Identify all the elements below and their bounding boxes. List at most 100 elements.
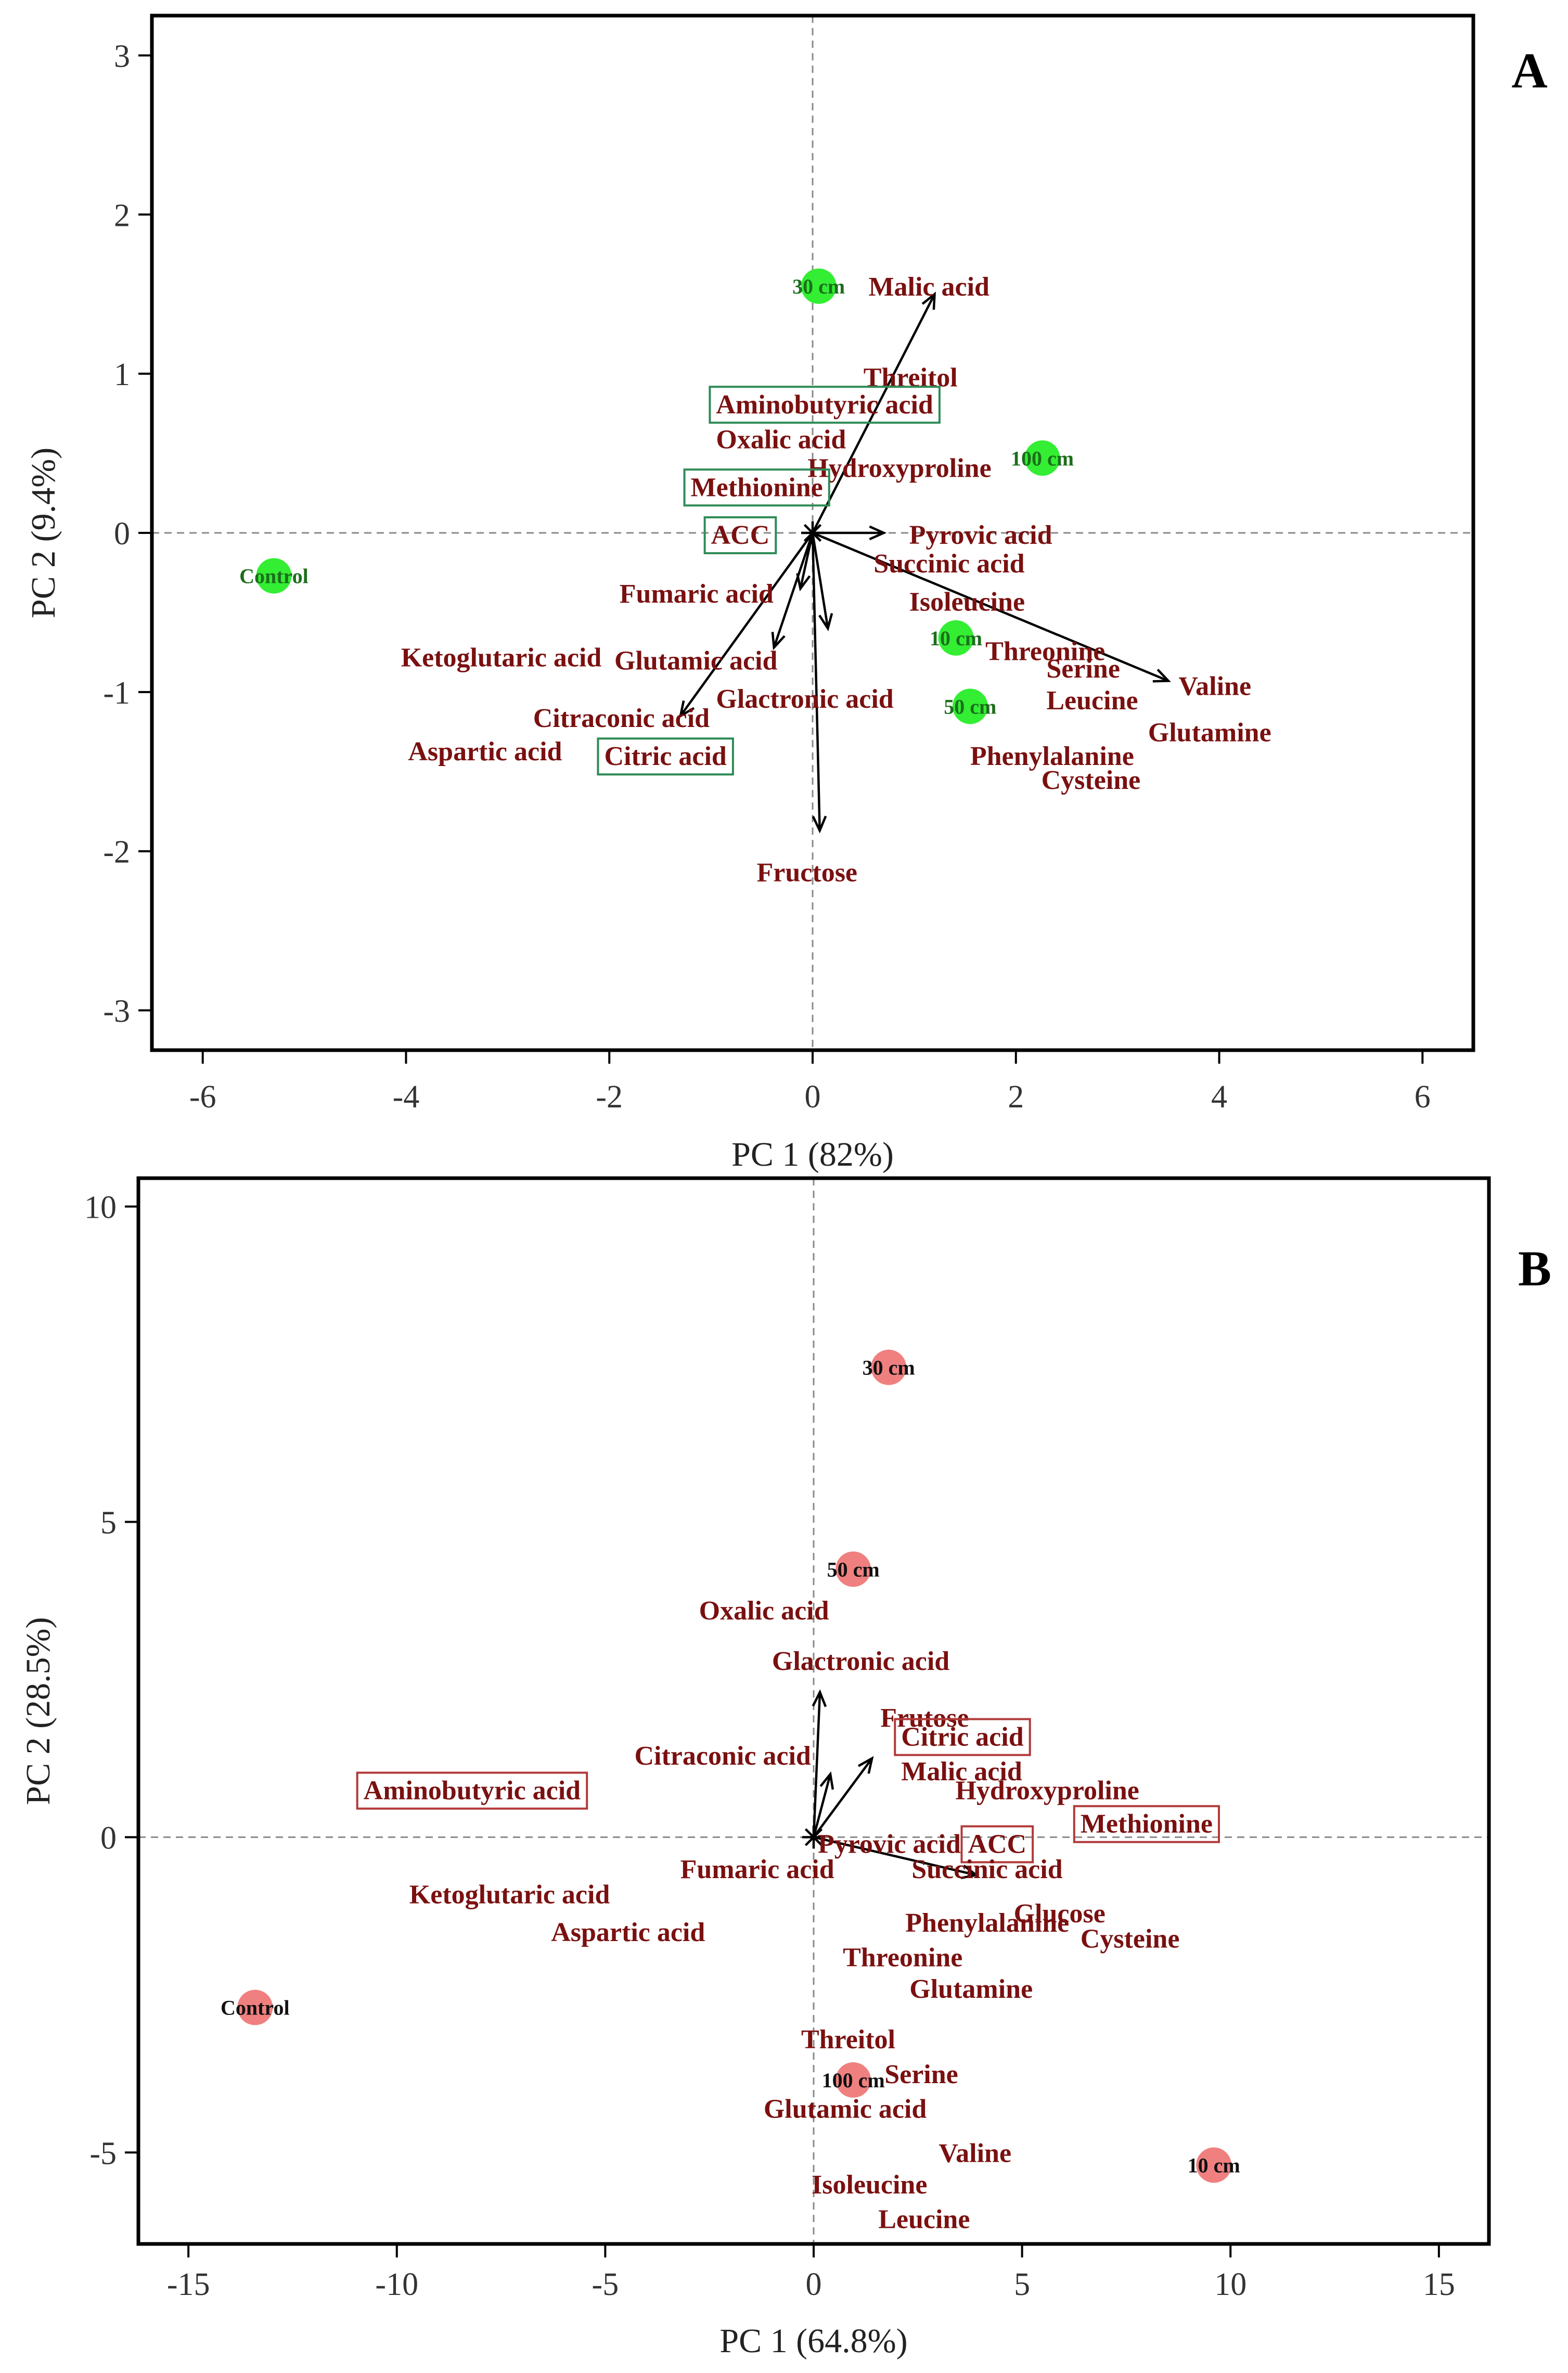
panel-b-label-pyrovic-acid: Pyrovic acid bbox=[818, 1829, 961, 1859]
panel-b-label-box-aminobutyric-acid bbox=[356, 1771, 588, 1810]
panel-b-label-glutamine: Glutamine bbox=[909, 1974, 1033, 2004]
panel-b-vector-glactronic-acid bbox=[812, 1692, 821, 1838]
panel-b-sample-label-control: Control bbox=[221, 1996, 290, 2020]
panel-a-label-box-aminobutyric-acid bbox=[709, 386, 941, 424]
panel-a-origin-marker bbox=[803, 524, 814, 534]
panel-a-vector-malic-acid bbox=[811, 294, 936, 534]
panel-a-y-tick-label: 2 bbox=[114, 198, 130, 233]
panel-b-label-citraconic-acid: Citraconic acid bbox=[634, 1741, 811, 1771]
panel-b-label-serine: Serine bbox=[884, 2060, 958, 2089]
panel-b-origin-marker bbox=[804, 1836, 815, 1846]
panel-a-y-tick-label: 1 bbox=[114, 357, 130, 392]
panel-a-label-fructose: Fructose bbox=[757, 858, 857, 887]
panel-a-vector-arrowhead-valine bbox=[1152, 669, 1171, 683]
panel-b-point-10-cm bbox=[1196, 2147, 1232, 2183]
panel-a-x-tick-label: -4 bbox=[393, 1079, 420, 1115]
panel-a-label-succinic-acid: Succinic acid bbox=[873, 549, 1024, 579]
panel-a-letter: A bbox=[1511, 43, 1547, 98]
panel-b-y-tick-label: 5 bbox=[100, 1505, 117, 1540]
panel-b-vector-arrowhead-succinic-acid bbox=[960, 1865, 979, 1879]
panel-b-label-glucose: Glucose bbox=[1014, 1899, 1106, 1929]
panel-a-vector-fructose bbox=[811, 532, 821, 831]
panel-a-x-axis-label: PC 1 (82%) bbox=[731, 1136, 894, 1173]
panel-b-vector-arrowhead-citraconic-acid bbox=[819, 1771, 834, 1790]
panel-b-label-hydroxyproline: Hydroxyproline bbox=[955, 1776, 1139, 1805]
panel-b-x-tick-label: 15 bbox=[1423, 2267, 1455, 2302]
panel-a-vector-citraconic-acid bbox=[679, 532, 814, 717]
panel-b-label-box-citric-acid bbox=[894, 1718, 1031, 1756]
panel-a-x-tick-label: 4 bbox=[1211, 1079, 1227, 1115]
panel-a-label-box-methionine bbox=[683, 468, 830, 507]
panel-a-label-citric-acid: Citric acid bbox=[604, 742, 726, 771]
panel-b-y-tick-label: 0 bbox=[100, 1820, 117, 1856]
panel-a-label-valine: Valine bbox=[1178, 672, 1251, 701]
panel-b-label-leucine: Leucine bbox=[878, 2205, 970, 2235]
panel-b-label-aminobutyric-acid: Aminobutyric acid bbox=[364, 1776, 581, 1805]
panel-b-label-aspartic-acid: Aspartic acid bbox=[551, 1918, 705, 1947]
panel-b-vector-arrowhead-malic-acid bbox=[857, 1756, 874, 1774]
panel-b-sample-label-100-cm: 100 cm bbox=[822, 2069, 885, 2092]
panel-a-vector-arrowhead-glutamic-acid bbox=[771, 632, 786, 650]
panel-b-x-tick-label: -10 bbox=[375, 2267, 418, 2302]
panel-a-sample-label-50-cm: 50 cm bbox=[944, 695, 996, 718]
panel-a-label-glactronic-acid: Glactronic acid bbox=[716, 684, 893, 714]
panel-b-label-citric-acid: Citric acid bbox=[901, 1722, 1023, 1752]
panel-a-sample-label-100-cm: 100 cm bbox=[1011, 446, 1074, 470]
panel-b-x-tick-label: 10 bbox=[1214, 2267, 1246, 2302]
panel-a-point-control bbox=[256, 558, 292, 594]
panel-a-vector-arrowhead-malic-acid bbox=[921, 291, 936, 310]
panel-a-label-citraconic-acid: Citraconic acid bbox=[533, 704, 710, 733]
panel-a-y-tick-label: -3 bbox=[103, 994, 130, 1029]
panel-a-y-tick-label: -2 bbox=[103, 835, 130, 870]
panel-a-sample-label-control: Control bbox=[239, 565, 309, 588]
panel-a-plot-frame bbox=[150, 14, 1475, 1052]
panel-b-sample-label-30-cm: 30 cm bbox=[863, 1356, 915, 1380]
panel-b-x-tick-label: -15 bbox=[167, 2267, 210, 2302]
panel-a-point-100-cm bbox=[1024, 440, 1060, 476]
panel-b-label-methionine: Methionine bbox=[1081, 1809, 1213, 1839]
panel-a-x-tick-label: 2 bbox=[1008, 1079, 1024, 1115]
panel-b-point-50-cm bbox=[836, 1551, 871, 1587]
panel-b-y-tick-label: -5 bbox=[89, 2136, 117, 2171]
panel-b-x-tick-label: 0 bbox=[806, 2267, 822, 2302]
panel-b-label-valine: Valine bbox=[939, 2138, 1011, 2168]
panel-b-label-succinic-acid: Succinic acid bbox=[911, 1855, 1062, 1884]
panel-a-x-tick-label: -2 bbox=[596, 1079, 623, 1115]
panel-a-label-aspartic-acid: Aspartic acid bbox=[408, 737, 562, 767]
panel-a-y-tick-label: 0 bbox=[114, 516, 130, 552]
panel-a-label-box-acc bbox=[703, 516, 777, 555]
panel-b-label-threitol: Threitol bbox=[801, 2025, 895, 2055]
panel-a-y-axis-label: PC 2 (9.4%) bbox=[24, 448, 62, 618]
panel-a-x-tick-label: 6 bbox=[1415, 1079, 1431, 1115]
panel-a-label-aminobutyric-acid: Aminobutyric acid bbox=[716, 390, 933, 419]
panel-b-origin-marker bbox=[804, 1828, 815, 1838]
panel-a-label-glutamic-acid: Glutamic acid bbox=[614, 646, 778, 676]
panel-b-vector-arrowhead-glactronic-acid bbox=[812, 1689, 827, 1707]
panel-b-label-glutamic-acid: Glutamic acid bbox=[764, 2094, 927, 2124]
panel-a-vector-arrowhead-pyrovic-acid bbox=[869, 525, 887, 541]
panel-b-sample-label-50-cm: 50 cm bbox=[827, 1558, 880, 1581]
panel-a-vector-valine bbox=[812, 531, 1169, 682]
panel-a-x-tick-label: 0 bbox=[805, 1079, 821, 1115]
panel-b-label-threonine: Threonine bbox=[843, 1943, 962, 1973]
panel-b-plot-frame bbox=[136, 1176, 1491, 2246]
panel-a-y-tick-label: 3 bbox=[114, 39, 130, 74]
panel-a-label-phenylalanine: Phenylalanine bbox=[970, 742, 1134, 771]
panel-a-label-leucine: Leucine bbox=[1046, 686, 1138, 716]
panel-a-vector-glactronic-acid bbox=[811, 532, 829, 629]
panel-a-label-pyrovic-acid: Pyrovic acid bbox=[909, 520, 1052, 550]
panel-b-label-malic-acid: Malic acid bbox=[901, 1757, 1022, 1787]
panel-a-y-tick-label: -1 bbox=[103, 675, 130, 711]
panel-a-label-methionine: Methionine bbox=[691, 473, 823, 502]
panel-b-sample-label-10-cm: 10 cm bbox=[1188, 2154, 1240, 2177]
panel-b-x-tick-label: 5 bbox=[1014, 2267, 1030, 2302]
panel-a-vector-arrowhead-glactronic-acid bbox=[818, 613, 833, 631]
panel-b-label-fumaric-acid: Fumaric acid bbox=[680, 1855, 834, 1884]
panel-a-vector-arrowhead-citraconic-acid bbox=[678, 700, 695, 719]
panel-b-biplot: -15 -10 -5 0 5 10 15 -5 0 5 10 PC 1 (64.8%) PC 2 (28… bbox=[19, 1176, 1551, 2360]
panel-a-label-serine: Serine bbox=[1046, 654, 1120, 684]
panel-b-label-glactronic-acid: Glactronic acid bbox=[772, 1647, 949, 1676]
panel-b-label-isoleucine: Isoleucine bbox=[812, 2170, 927, 2200]
panel-b-point-100-cm bbox=[836, 2062, 871, 2098]
